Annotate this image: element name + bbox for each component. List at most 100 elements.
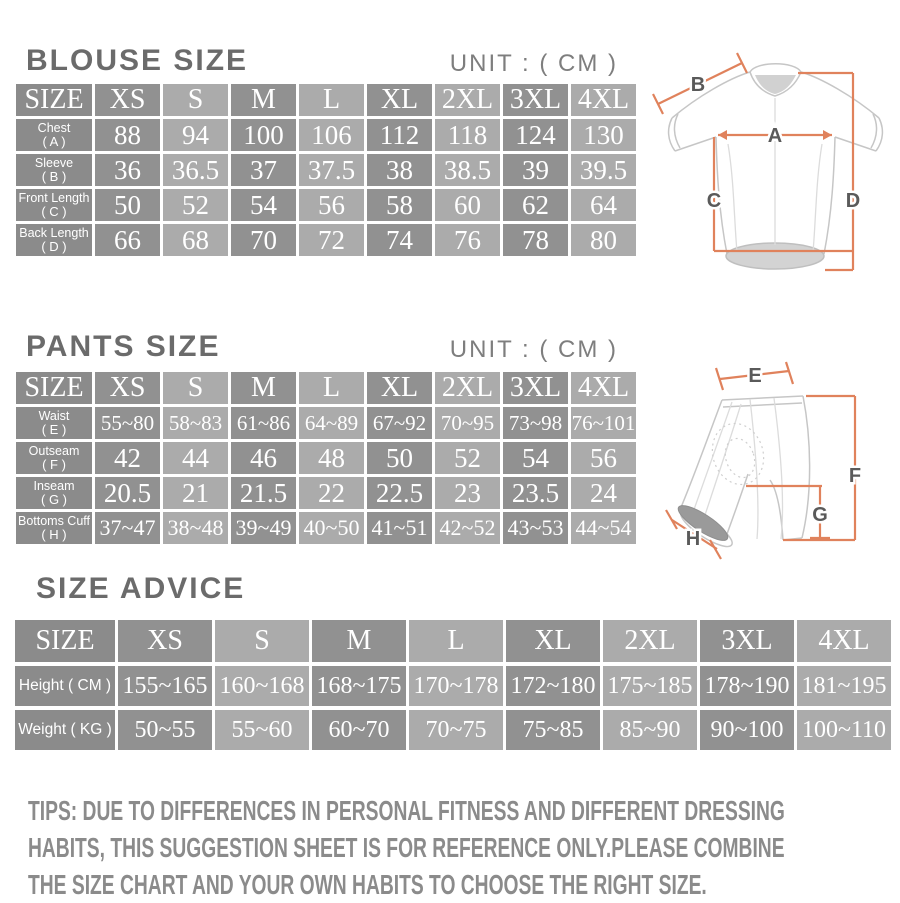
blouse-row-label-name: Chest bbox=[37, 120, 71, 135]
pants-header-l: L bbox=[299, 372, 364, 404]
pants-row-label-name: Waist bbox=[38, 408, 70, 423]
blouse-row-label: Front Length( C ) bbox=[16, 189, 92, 221]
jersey-seam-left bbox=[727, 143, 738, 253]
shorts-cuff bbox=[677, 505, 729, 541]
measure-tick-E-left bbox=[714, 367, 725, 391]
pants-row-label-name: Inseam bbox=[33, 478, 75, 493]
advice-value-cell: 168~175 bbox=[312, 666, 406, 706]
blouse-size-table: SIZE XS S M L XL 2XL 3XL 4XL Chest( A ) 88 94 100 106… bbox=[16, 84, 636, 256]
measure-tick-H-left bbox=[665, 509, 678, 530]
advice-value-cell: 160~168 bbox=[215, 666, 309, 706]
blouse-row-label-name: Sleeve bbox=[34, 155, 74, 170]
blouse-value-cell: 36.5 bbox=[163, 154, 228, 186]
shorts-right-outer bbox=[801, 395, 811, 539]
pants-header-2xl: 2XL bbox=[435, 372, 500, 404]
measure-arrow-A-right bbox=[823, 130, 832, 140]
blouse-row-label-name: Front Length bbox=[18, 190, 90, 205]
pants-value-cell: 61~86 bbox=[231, 407, 296, 439]
tips-text: TIPS: DUE TO DIFFERENCES IN PERSONAL FIT… bbox=[28, 792, 785, 903]
advice-value-cell: 90~100 bbox=[700, 710, 794, 750]
blouse-value-cell: 39 bbox=[503, 154, 568, 186]
measure-label-D: D bbox=[846, 190, 860, 212]
advice-header-4xl: 4XL bbox=[797, 620, 891, 662]
pants-header-s: S bbox=[163, 372, 228, 404]
pants-value-cell: 52 bbox=[435, 442, 500, 474]
blouse-value-cell: 130 bbox=[571, 119, 636, 151]
measure-label-E: E bbox=[748, 365, 761, 387]
blouse-value-cell: 37 bbox=[231, 154, 296, 186]
measure-label-C: C bbox=[707, 190, 721, 212]
advice-section-title: SIZE ADVICE bbox=[36, 572, 246, 605]
shorts-outline bbox=[677, 395, 811, 548]
advice-value-cell: 55~60 bbox=[215, 710, 309, 750]
pants-value-cell: 43~53 bbox=[503, 512, 568, 544]
blouse-value-cell: 68 bbox=[163, 224, 228, 256]
blouse-header-l: L bbox=[299, 84, 364, 116]
jersey-hem bbox=[725, 242, 825, 270]
pants-header-xl: XL bbox=[367, 372, 432, 404]
blouse-unit-label: UNIT : ( CM ) bbox=[449, 50, 618, 77]
blouse-value-cell: 64 bbox=[571, 189, 636, 221]
jersey-collar-inner bbox=[749, 71, 802, 97]
advice-row-label: Height ( CM ) bbox=[15, 666, 115, 706]
advice-row-label: Weight ( KG ) bbox=[15, 710, 115, 750]
jersey-seam-right bbox=[812, 143, 823, 253]
tips-line-1: TIPS: DUE TO DIFFERENCES IN PERSONAL FIT… bbox=[28, 795, 785, 826]
advice-value-cell: 175~185 bbox=[603, 666, 697, 706]
pants-value-cell: 50 bbox=[367, 442, 432, 474]
pants-value-cell: 40~50 bbox=[299, 512, 364, 544]
pants-value-cell: 67~92 bbox=[367, 407, 432, 439]
blouse-section-title: BLOUSE SIZE bbox=[26, 44, 249, 77]
jersey-body-right bbox=[823, 136, 836, 255]
blouse-value-cell: 106 bbox=[299, 119, 364, 151]
advice-value-cell: 60~70 bbox=[312, 710, 406, 750]
blouse-value-cell: 66 bbox=[95, 224, 160, 256]
blouse-value-cell: 39.5 bbox=[571, 154, 636, 186]
pants-value-cell: 42~52 bbox=[435, 512, 500, 544]
jersey-cuff-left-inner bbox=[673, 113, 681, 149]
measure-tick-H-right bbox=[709, 539, 722, 560]
advice-value-cell: 100~110 bbox=[797, 710, 891, 750]
jersey-collar-shade bbox=[755, 75, 796, 94]
shorts-left-outer bbox=[678, 399, 723, 513]
blouse-row-label-letter: ( A ) bbox=[42, 133, 66, 149]
shorts-left-seam-2 bbox=[701, 403, 742, 525]
pants-row-label: Waist( E ) bbox=[16, 407, 92, 439]
pants-value-cell: 46 bbox=[231, 442, 296, 474]
pants-size-table: SIZE XS S M L XL 2XL 3XL 4XL Waist( E ) 55~80 58~83… bbox=[16, 372, 636, 544]
blouse-header-3xl: 3XL bbox=[503, 84, 568, 116]
jersey-measurements: A B C D bbox=[652, 52, 863, 272]
blouse-header-4xl: 4XL bbox=[571, 84, 636, 116]
shorts-waistband-inner bbox=[722, 402, 803, 408]
measure-label-F: F bbox=[849, 465, 861, 487]
pants-row-label: Inseam( G ) bbox=[16, 477, 92, 509]
advice-header-2xl: 2XL bbox=[603, 620, 697, 662]
pants-row-label-letter: ( G ) bbox=[41, 491, 67, 507]
blouse-value-cell: 94 bbox=[163, 119, 228, 151]
blouse-value-cell: 58 bbox=[367, 189, 432, 221]
measure-label-H: H bbox=[686, 528, 700, 550]
pants-diagram: E F G H bbox=[665, 361, 864, 560]
jersey-outline bbox=[667, 63, 884, 270]
shorts-chamois-inner bbox=[724, 437, 756, 479]
blouse-value-cell: 78 bbox=[503, 224, 568, 256]
blouse-header-xs: XS bbox=[95, 84, 160, 116]
blouse-value-cell: 112 bbox=[367, 119, 432, 151]
pants-header-m: M bbox=[231, 372, 296, 404]
advice-value-cell: 50~55 bbox=[118, 710, 212, 750]
shorts-measurements: E F G H bbox=[665, 361, 864, 560]
pants-value-cell: 37~47 bbox=[95, 512, 160, 544]
pants-section-title: PANTS SIZE bbox=[26, 330, 221, 363]
blouse-value-cell: 60 bbox=[435, 189, 500, 221]
pants-value-cell: 41~51 bbox=[367, 512, 432, 544]
measure-line-B bbox=[657, 62, 743, 105]
jersey-cuff-right-outer bbox=[875, 117, 884, 152]
shorts-left-seam-1 bbox=[690, 401, 733, 519]
tips-line-2: HABITS, THIS SUGGESTION SHEET IS FOR REF… bbox=[28, 832, 785, 863]
blouse-row-label: Chest( A ) bbox=[16, 119, 92, 151]
advice-value-cell: 170~178 bbox=[409, 666, 503, 706]
measure-tick-E-right bbox=[784, 361, 795, 385]
pants-value-cell: 48 bbox=[299, 442, 364, 474]
pants-header-4xl: 4XL bbox=[571, 372, 636, 404]
